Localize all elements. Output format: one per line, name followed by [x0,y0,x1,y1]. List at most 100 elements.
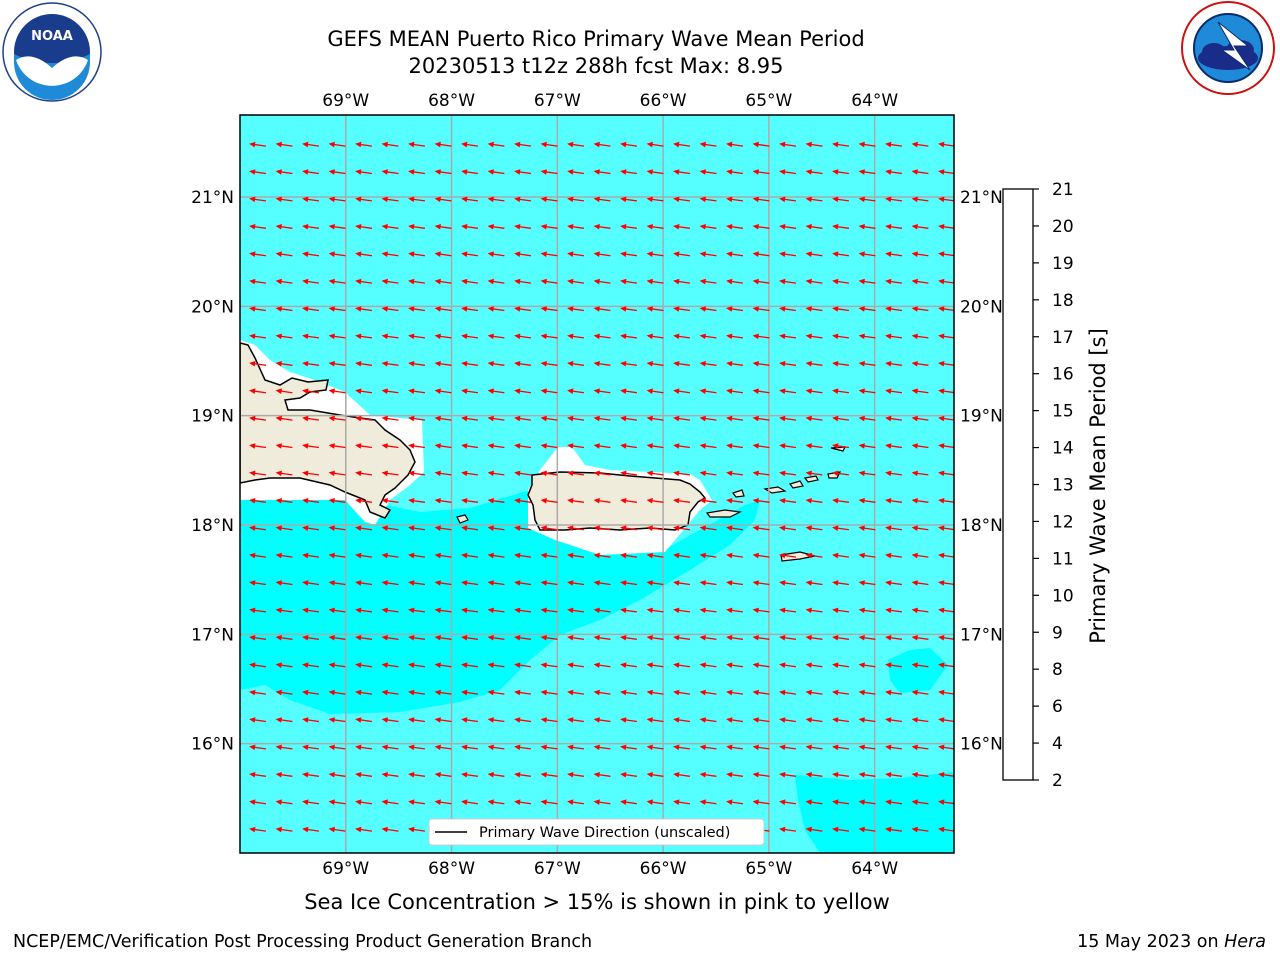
wave-arrow [487,415,505,422]
lon-tick-label: 69°W [322,859,369,879]
wave-arrow [911,580,929,586]
wave-arrow [620,607,638,614]
mona-island [456,514,469,524]
wave-arrow [381,498,399,504]
wave-arrow [646,552,664,559]
lat-tick-label: 18°N [960,516,1003,536]
lat-tick-label: 17°N [191,625,234,645]
wave-arrow [434,662,452,668]
wave-arrow [779,141,797,148]
wave-arrow [779,415,797,422]
wave-arrow [381,772,399,778]
wave-arrow [461,799,479,805]
wave-arrow [779,635,797,641]
wave-arrow [858,772,876,778]
wave-arrow [275,552,293,559]
wave-arrow [726,141,744,148]
wave-arrow [302,415,320,422]
wave-arrow [752,361,770,367]
wave-arrow [461,662,479,668]
wave-arrow [752,772,770,778]
wave-arrow [779,552,797,559]
wave-arrow [540,415,558,422]
wave-arrow [620,388,638,394]
wave-arrow [699,799,717,805]
wave-arrow [593,552,611,559]
wave-arrow [275,689,293,696]
wave-arrow [408,717,426,723]
wave-arrow [249,443,267,449]
wave-arrow [779,662,797,668]
wave-arrow [726,580,744,586]
wave-arrow [302,169,320,175]
wave-arrow [805,580,823,586]
wave-arrow [514,443,532,449]
wave-arrow [355,196,373,203]
wave-arrow [885,169,903,175]
wave-arrow [540,744,558,751]
wave-arrow [726,388,744,394]
wave-arrow [620,635,638,641]
wave-arrow [699,580,717,586]
wave-arrow [461,443,479,449]
wave-arrow [487,141,505,148]
wave-arrow [540,580,558,586]
wave-arrow [249,169,267,175]
wave-arrow [646,278,664,285]
wave-arrow [646,333,664,340]
wave-arrow [832,251,850,257]
wave-arrow [779,744,797,751]
wave-arrow [567,278,585,285]
wave-arrow [805,607,823,614]
wave-arrow [514,470,532,477]
wave-arrow [646,580,664,586]
wave-arrow [461,607,479,614]
wave-arrow [461,635,479,641]
wave-arrow [275,717,293,723]
wave-arrow [938,141,954,148]
wave-arrow [540,224,558,230]
wave-arrow [540,470,558,477]
wave-arrow [726,196,744,203]
wave-arrow [646,361,664,367]
wave-arrow [249,826,267,833]
wave-arrow [832,169,850,175]
wave-arrow [567,552,585,559]
wave-arrow [699,689,717,696]
wave-arrow [275,306,293,312]
wave-arrow [911,635,929,641]
wave-arrow [832,744,850,751]
wave-arrow [832,141,850,148]
wave-arrow [461,772,479,778]
lat-tick-label: 18°N [191,516,234,536]
wave-arrow [673,552,691,559]
wave-arrow [673,361,691,367]
wave-arrow [487,498,505,504]
wave-arrow [752,607,770,614]
lon-tick-label: 67°W [534,859,581,879]
wave-arrow [911,306,929,312]
wave-arrow [328,251,346,257]
wave-arrow [487,224,505,230]
wave-arrow [408,580,426,586]
wave-arrow [487,251,505,257]
wave-arrow [487,361,505,367]
wave-arrow [779,361,797,367]
wave-arrow [540,278,558,285]
wave-arrow [355,251,373,257]
wave-arrow [832,662,850,668]
wave-arrow [514,251,532,257]
wave-arrow [726,525,744,531]
wave-arrow [726,853,744,861]
wave-arrow [328,361,346,367]
wave-arrow [805,415,823,422]
wave-arrow [752,498,770,504]
wave-arrow [302,443,320,449]
wave-arrow [805,470,823,477]
wave-arrow [805,224,823,230]
wave-arrow [832,306,850,312]
wave-arrow [540,662,558,668]
wave-arrow [805,443,823,449]
wave-arrow [355,169,373,175]
